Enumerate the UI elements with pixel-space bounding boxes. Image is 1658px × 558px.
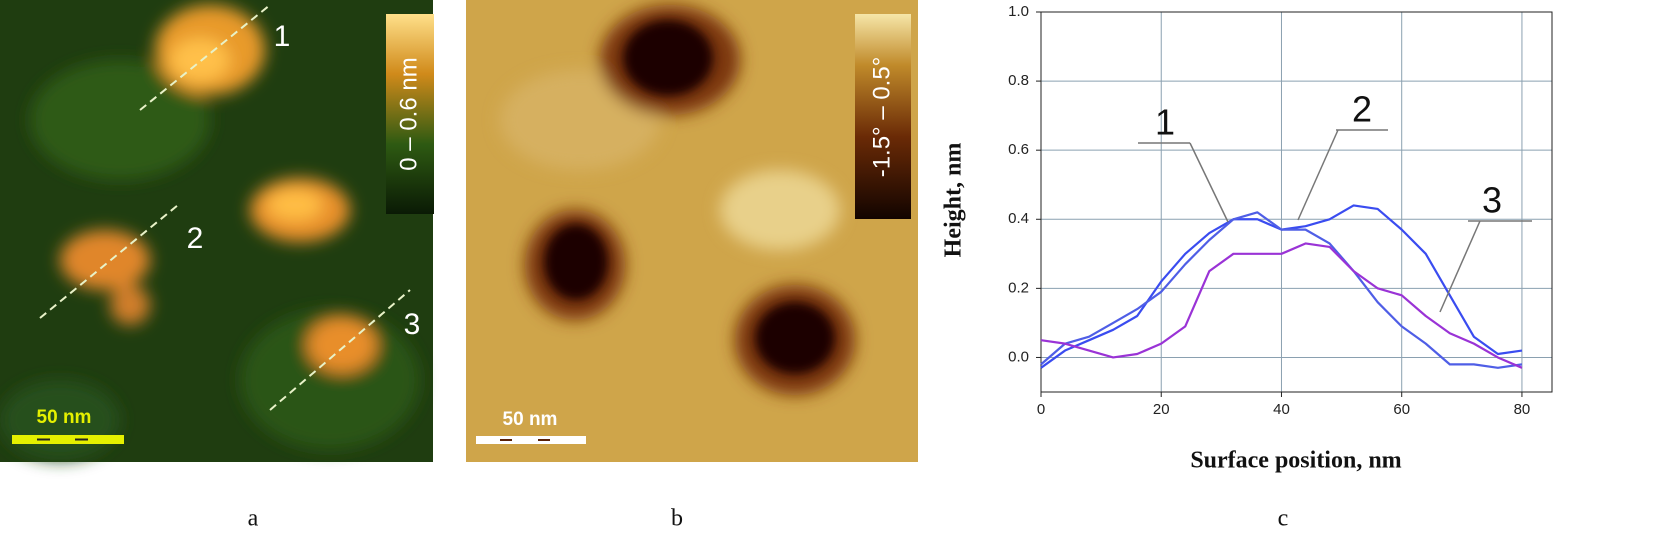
y-axis-title: Height, nm (941, 143, 967, 258)
plot-area (1041, 12, 1552, 392)
x-tick-label: 0 (1037, 401, 1045, 418)
panel-label: c (1278, 506, 1289, 532)
x-tick-label: 80 (1514, 401, 1531, 418)
panel-label: a (248, 506, 259, 532)
plot-frame (1040, 11, 1553, 393)
callout-line (1189, 142, 1229, 223)
x-tick-label: 40 (1273, 401, 1290, 418)
colorbar-label: 0 – 0.6 nm (395, 57, 422, 170)
afm-phase-image (466, 0, 918, 462)
y-tick-label: 0.0 (1008, 348, 1029, 365)
series-label: 1 (1155, 102, 1175, 143)
callout-line (1297, 129, 1339, 221)
line-label: 3 (404, 308, 421, 341)
colorbar-label: -1.5° – 0.5° (868, 57, 895, 178)
series-line (1040, 211, 1523, 369)
y-tick-label: 0.8 (1008, 72, 1029, 89)
series-line (1040, 242, 1523, 369)
scale-bar-label: 50 nm (37, 407, 92, 428)
afm-height-image (0, 0, 434, 462)
x-axis-title: Surface position, nm (1190, 448, 1401, 474)
callout-line (1439, 220, 1481, 313)
y-tick-label: 0.2 (1008, 279, 1029, 296)
x-tick-label: 20 (1153, 401, 1170, 418)
series-label: 3 (1482, 180, 1502, 221)
scale-bar-label: 50 nm (503, 409, 558, 430)
y-tick-label: 1.0 (1008, 3, 1029, 20)
line-label: 2 (187, 222, 204, 255)
x-tick-label: 60 (1393, 401, 1410, 418)
y-tick-label: 0.4 (1008, 210, 1029, 227)
y-tick-label: 0.6 (1008, 141, 1029, 158)
series-label: 2 (1352, 89, 1372, 130)
line-label: 1 (274, 20, 291, 53)
panel-label: b (671, 506, 683, 532)
